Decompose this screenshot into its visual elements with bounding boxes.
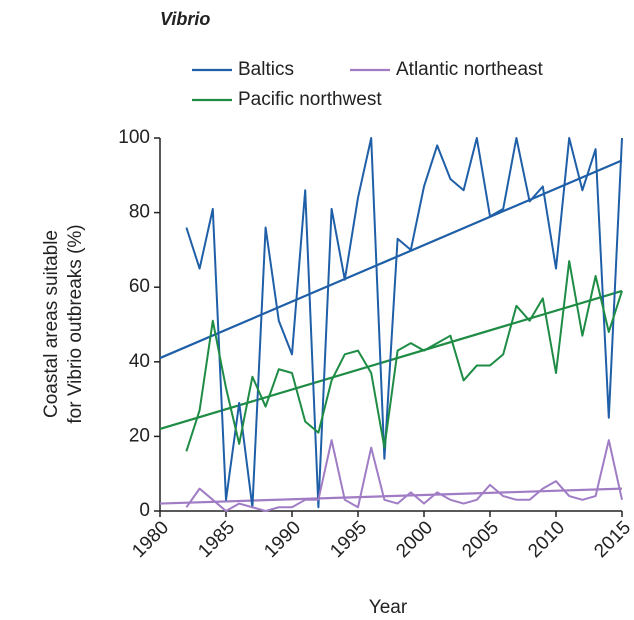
x-tick-label: 1995	[326, 517, 371, 562]
y-tick-label: 80	[129, 202, 150, 223]
trend-line	[160, 160, 622, 358]
legend-label: Baltics	[238, 59, 294, 80]
data-line	[186, 138, 622, 507]
chart: Vibrio Year Coastal areas suitable for V…	[0, 0, 634, 620]
x-tick-label: 1985	[194, 517, 239, 562]
legend-label: Atlantic northeast	[396, 59, 544, 80]
x-tick-label: 1990	[260, 517, 305, 562]
y-tick-label: 20	[129, 425, 150, 446]
x-tick-label: 2005	[458, 517, 503, 562]
y-axis-label: Coastal areas suitable	[41, 230, 62, 418]
y-tick-label: 100	[118, 127, 150, 148]
x-tick-label: 1980	[128, 517, 173, 562]
y-axis-label: for Vibrio outbreaks (%)	[65, 224, 86, 423]
y-tick-label: 60	[129, 276, 150, 297]
x-tick-label: 2015	[590, 517, 634, 562]
y-tick-label: 0	[139, 500, 150, 521]
chart-title: Vibrio	[160, 9, 210, 29]
x-tick-label: 2010	[524, 517, 569, 562]
y-tick-label: 40	[129, 351, 150, 372]
legend-label: Pacific northwest	[238, 89, 382, 110]
x-tick-label: 2000	[392, 517, 437, 562]
x-axis-label: Year	[369, 597, 408, 618]
